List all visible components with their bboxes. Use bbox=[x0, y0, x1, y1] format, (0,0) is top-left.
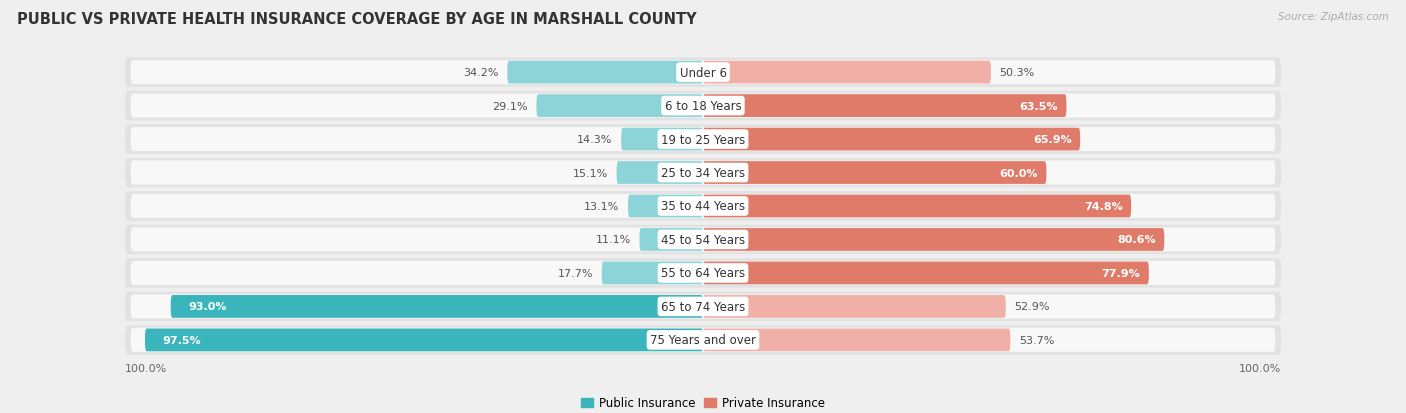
FancyBboxPatch shape bbox=[125, 125, 1281, 154]
FancyBboxPatch shape bbox=[703, 262, 1149, 285]
Text: Source: ZipAtlas.com: Source: ZipAtlas.com bbox=[1278, 12, 1389, 22]
Text: 77.9%: 77.9% bbox=[1101, 268, 1140, 278]
FancyBboxPatch shape bbox=[131, 261, 1275, 285]
Text: 65.9%: 65.9% bbox=[1033, 135, 1071, 145]
Text: 34.2%: 34.2% bbox=[463, 68, 499, 78]
FancyBboxPatch shape bbox=[131, 128, 1275, 152]
FancyBboxPatch shape bbox=[703, 195, 1130, 218]
FancyBboxPatch shape bbox=[703, 295, 1005, 318]
FancyBboxPatch shape bbox=[131, 294, 1275, 319]
Text: 14.3%: 14.3% bbox=[578, 135, 613, 145]
Text: 13.1%: 13.1% bbox=[583, 202, 620, 211]
Text: 75 Years and over: 75 Years and over bbox=[650, 334, 756, 347]
FancyBboxPatch shape bbox=[131, 328, 1275, 352]
Text: Under 6: Under 6 bbox=[679, 66, 727, 79]
FancyBboxPatch shape bbox=[617, 162, 703, 185]
FancyBboxPatch shape bbox=[131, 94, 1275, 119]
FancyBboxPatch shape bbox=[170, 295, 703, 318]
Text: 19 to 25 Years: 19 to 25 Years bbox=[661, 133, 745, 146]
FancyBboxPatch shape bbox=[125, 292, 1281, 321]
Text: 25 to 34 Years: 25 to 34 Years bbox=[661, 166, 745, 180]
Text: 100.0%: 100.0% bbox=[1239, 363, 1281, 373]
FancyBboxPatch shape bbox=[125, 325, 1281, 355]
FancyBboxPatch shape bbox=[131, 195, 1275, 218]
Text: PUBLIC VS PRIVATE HEALTH INSURANCE COVERAGE BY AGE IN MARSHALL COUNTY: PUBLIC VS PRIVATE HEALTH INSURANCE COVER… bbox=[17, 12, 696, 27]
FancyBboxPatch shape bbox=[131, 228, 1275, 252]
FancyBboxPatch shape bbox=[628, 195, 703, 218]
FancyBboxPatch shape bbox=[602, 262, 703, 285]
FancyBboxPatch shape bbox=[703, 329, 1011, 351]
FancyBboxPatch shape bbox=[640, 228, 703, 251]
Text: 15.1%: 15.1% bbox=[572, 168, 607, 178]
FancyBboxPatch shape bbox=[703, 128, 1080, 151]
Text: 11.1%: 11.1% bbox=[596, 235, 631, 245]
FancyBboxPatch shape bbox=[508, 62, 703, 84]
Text: 74.8%: 74.8% bbox=[1084, 202, 1122, 211]
FancyBboxPatch shape bbox=[703, 162, 1046, 185]
Text: 53.7%: 53.7% bbox=[1019, 335, 1054, 345]
Text: 97.5%: 97.5% bbox=[162, 335, 201, 345]
Text: 45 to 54 Years: 45 to 54 Years bbox=[661, 233, 745, 247]
FancyBboxPatch shape bbox=[125, 225, 1281, 254]
Text: 63.5%: 63.5% bbox=[1019, 101, 1057, 112]
FancyBboxPatch shape bbox=[125, 259, 1281, 288]
Legend: Public Insurance, Private Insurance: Public Insurance, Private Insurance bbox=[576, 392, 830, 413]
Text: 80.6%: 80.6% bbox=[1118, 235, 1156, 245]
Text: 93.0%: 93.0% bbox=[188, 301, 226, 312]
FancyBboxPatch shape bbox=[703, 228, 1164, 251]
FancyBboxPatch shape bbox=[537, 95, 703, 118]
Text: 29.1%: 29.1% bbox=[492, 101, 527, 112]
Text: 50.3%: 50.3% bbox=[1000, 68, 1035, 78]
Text: 35 to 44 Years: 35 to 44 Years bbox=[661, 200, 745, 213]
Text: 52.9%: 52.9% bbox=[1014, 301, 1050, 312]
Text: 60.0%: 60.0% bbox=[1000, 168, 1038, 178]
FancyBboxPatch shape bbox=[621, 128, 703, 151]
FancyBboxPatch shape bbox=[145, 329, 703, 351]
Text: 65 to 74 Years: 65 to 74 Years bbox=[661, 300, 745, 313]
FancyBboxPatch shape bbox=[125, 159, 1281, 188]
FancyBboxPatch shape bbox=[131, 161, 1275, 185]
FancyBboxPatch shape bbox=[125, 58, 1281, 88]
FancyBboxPatch shape bbox=[703, 95, 1066, 118]
FancyBboxPatch shape bbox=[703, 62, 991, 84]
Text: 17.7%: 17.7% bbox=[558, 268, 593, 278]
FancyBboxPatch shape bbox=[125, 92, 1281, 121]
FancyBboxPatch shape bbox=[125, 192, 1281, 221]
Text: 55 to 64 Years: 55 to 64 Years bbox=[661, 267, 745, 280]
Text: 100.0%: 100.0% bbox=[125, 363, 167, 373]
FancyBboxPatch shape bbox=[131, 61, 1275, 85]
Text: 6 to 18 Years: 6 to 18 Years bbox=[665, 100, 741, 113]
